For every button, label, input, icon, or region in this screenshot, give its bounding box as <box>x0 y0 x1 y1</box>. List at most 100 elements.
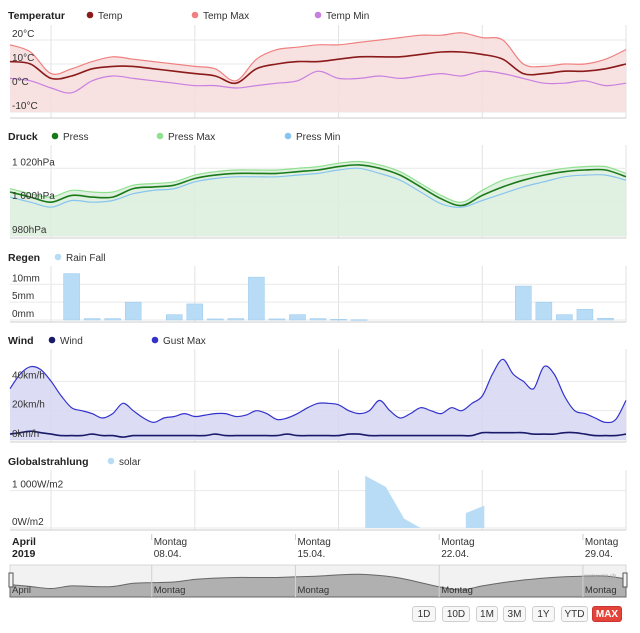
panel-title: Regen <box>8 252 40 264</box>
x-tick-date: 15.04. <box>297 549 325 560</box>
navigator-handle-right[interactable] <box>622 572 628 588</box>
rain-bar <box>535 301 553 321</box>
series-line-press-min <box>9 167 627 208</box>
range-button-3m[interactable]: 3M <box>503 606 526 622</box>
panel-3: Wind Wind Gust Max 40km/h 20km/h 0km/h <box>8 335 627 443</box>
legend-label: Temp Max <box>203 11 249 22</box>
panel-title: Temperatur <box>8 10 65 22</box>
legend-marker <box>314 11 322 19</box>
y-tick-label: 980hPa <box>12 225 47 236</box>
rain-bar <box>289 314 306 321</box>
y-tick-label: 40km/h <box>12 370 45 381</box>
y-tick-label: 1 000hPa <box>12 191 55 202</box>
rain-bar <box>104 318 121 321</box>
panel-title: Globalstrahlung <box>8 456 89 468</box>
panel-0: Temperatur Temp Temp Max Temp Min 20°C 10°C 0°… <box>8 10 627 119</box>
rain-bar <box>83 318 101 321</box>
y-tick-label: 20km/h <box>12 400 45 411</box>
navigator-handle-left[interactable] <box>8 572 14 588</box>
solar-area <box>365 475 421 528</box>
y-tick-label: -10°C <box>12 101 38 112</box>
panel-4: Globalstrahlung solar 1 000W/m2 0W/m2 <box>8 456 627 531</box>
solar-area <box>465 505 485 528</box>
x-tick-date: 22.04. <box>441 549 469 560</box>
legend-label: Wind <box>60 336 83 347</box>
series-line-temp-min <box>9 70 627 94</box>
series-area <box>10 161 626 236</box>
range-button-1m[interactable]: 1M <box>476 606 498 622</box>
rain-bar <box>597 317 614 321</box>
series-line-temp <box>9 50 627 85</box>
legend-label: Press Min <box>296 132 340 143</box>
legend-marker <box>151 336 159 344</box>
legend-label: Gust Max <box>163 336 206 347</box>
x-year-label: 2019 <box>12 548 36 560</box>
legend-marker <box>51 132 59 140</box>
rain-bar <box>166 314 183 321</box>
legend-marker <box>86 11 94 19</box>
x-tick-date: 29.04. <box>585 549 613 560</box>
legend-marker <box>156 132 164 140</box>
watermark: www.urig.ch <box>583 574 616 580</box>
rain-bar <box>309 318 327 321</box>
y-tick-label: 10mm <box>12 273 40 284</box>
range-button-1y[interactable]: 1Y <box>532 606 555 622</box>
rain-bar <box>350 319 368 321</box>
legend-label: Press <box>63 132 89 143</box>
rain-bar <box>515 285 532 321</box>
legend-label: Press Max <box>168 132 215 143</box>
navigator-label: Montag <box>154 585 186 596</box>
x-tick-weekday: Montag <box>441 537 474 548</box>
range-button-ytd[interactable]: YTD <box>561 606 588 622</box>
series-line-gust-max <box>9 358 627 424</box>
legend-label: Rain Fall <box>66 253 105 264</box>
navigator-label: April <box>12 585 31 596</box>
rain-bar <box>124 301 142 321</box>
rain-bar <box>268 318 286 321</box>
series-line-wind <box>9 430 627 438</box>
legend-marker <box>284 132 292 140</box>
series-line-press-max <box>9 160 627 203</box>
series-area <box>10 359 626 440</box>
panel-1: Druck Press Press Max Press Min 1 020hPa 1 00… <box>8 131 627 239</box>
y-tick-label: 0°C <box>12 77 29 88</box>
rain-bar <box>207 318 224 321</box>
y-tick-label: 20°C <box>12 29 34 40</box>
legend-label: Temp Min <box>326 11 369 22</box>
legend-marker <box>107 457 115 465</box>
x-tick-weekday: Montag <box>154 537 187 548</box>
x-tick-weekday: Montag <box>585 537 618 548</box>
rain-bar <box>248 276 265 321</box>
legend-marker <box>191 11 199 19</box>
range-button-10d[interactable]: 10D <box>442 606 470 622</box>
legend-label: solar <box>119 457 141 468</box>
rain-bar <box>63 273 80 321</box>
panel-title: Wind <box>8 335 34 347</box>
y-tick-label: 10°C <box>12 53 34 64</box>
x-tick-weekday: Montag <box>297 537 330 548</box>
series-line-temp-max <box>9 32 627 82</box>
y-tick-label: 0W/m2 <box>12 517 44 528</box>
navigator-series <box>9 573 627 598</box>
rain-bar <box>576 309 594 321</box>
legend-marker <box>48 336 56 344</box>
panel-title: Druck <box>8 131 38 143</box>
rain-bar <box>227 318 245 321</box>
y-tick-label: 1 000W/m2 <box>12 480 64 491</box>
rain-bar <box>330 319 347 321</box>
x-month-label: April <box>12 536 36 548</box>
series-line-press <box>9 164 627 207</box>
panel-2: Regen Rain Fall 10mm 5mm 0mm <box>8 252 627 323</box>
y-tick-label: 0km/h <box>12 429 39 440</box>
rain-bar <box>556 314 573 321</box>
navigator-label: Montag <box>585 585 617 596</box>
y-tick-label: 0mm <box>12 309 34 320</box>
y-tick-label: 1 020hPa <box>12 157 55 168</box>
legend-marker <box>54 253 62 261</box>
y-tick-label: 5mm <box>12 291 34 302</box>
navigator-label: Montag <box>297 585 329 596</box>
range-button-1d[interactable]: 1D <box>412 606 436 622</box>
navigator-label: Montag <box>441 585 473 596</box>
range-button-max[interactable]: MAX <box>592 606 622 622</box>
